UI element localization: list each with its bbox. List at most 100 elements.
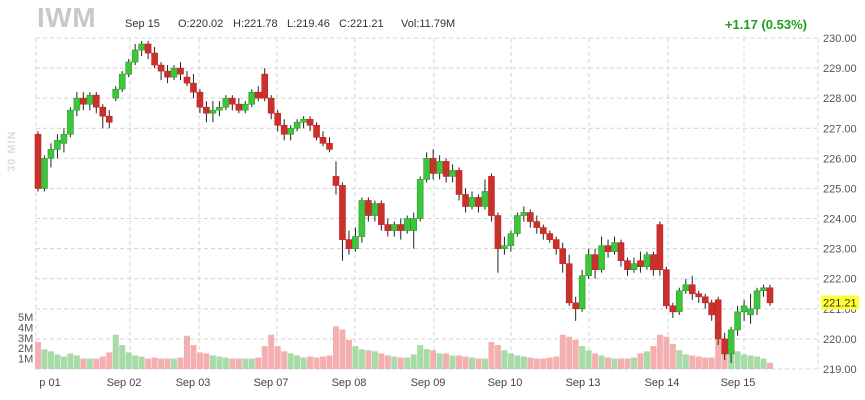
volume-bar (579, 346, 586, 369)
volume-bar (760, 358, 767, 369)
candle-body (507, 233, 515, 246)
x-tick-label: Sep 07 (254, 377, 289, 389)
x-tick-label: p 01 (39, 377, 60, 389)
candle-body (80, 97, 87, 105)
last-price-tag (821, 295, 859, 310)
candle-body (93, 94, 100, 108)
volume-bar (145, 358, 152, 369)
last-price-label: 221.21 (823, 297, 857, 309)
volume-bar (540, 358, 547, 369)
price-change: +1.17 (0.53%) (724, 17, 807, 32)
volume-bar (93, 358, 100, 369)
volume-bar (449, 355, 456, 369)
candle-body (229, 97, 236, 105)
volume-bar (60, 356, 67, 369)
volume-bar (754, 356, 761, 369)
volume-bar (384, 355, 391, 369)
candle-body (611, 242, 618, 252)
candle-body (332, 176, 340, 186)
volume-bar (300, 357, 307, 369)
candle-body (501, 245, 508, 249)
volume-bar (436, 353, 443, 369)
volume-tick-label: 1M (18, 354, 33, 366)
volume-bar (494, 345, 501, 369)
x-tick-label: Sep 15 (721, 377, 756, 389)
candle-body (326, 143, 333, 150)
volume-bar (605, 357, 612, 369)
volume-bar (332, 326, 339, 369)
volume-bar (585, 350, 592, 369)
candle-body (436, 161, 443, 174)
volume-tick-label: 4M (18, 322, 33, 334)
volume-bar (637, 353, 644, 369)
volume-bar (158, 358, 165, 369)
volume-bar (313, 357, 320, 369)
candle-body (267, 97, 275, 114)
y-tick-label: 228.00 (823, 93, 857, 105)
candle-body (358, 200, 366, 237)
candle-body (54, 140, 61, 150)
candle-body (313, 124, 320, 138)
volume-bar (73, 355, 80, 369)
volume-bar (326, 355, 333, 369)
candle-body (527, 212, 534, 222)
volume-bar (242, 358, 249, 369)
volume-bar (112, 334, 119, 369)
y-tick-label: 224.00 (823, 214, 857, 226)
volume-bar (469, 357, 476, 369)
candle-body (203, 106, 210, 114)
candle-body (442, 161, 450, 177)
volume-bar (99, 356, 106, 369)
volume-bar (177, 357, 184, 369)
volume-bar (669, 344, 676, 369)
candle-body (650, 254, 657, 270)
volume-bar (125, 352, 132, 369)
volume-bar (320, 356, 327, 369)
volume-bar (695, 356, 702, 369)
x-tick-label: Sep 08 (332, 377, 367, 389)
candle-body (261, 73, 269, 99)
volume-bar (618, 358, 625, 369)
volume-bar (443, 353, 450, 369)
candle-body (235, 103, 243, 111)
candle-body (248, 91, 256, 105)
candle-body (216, 106, 223, 111)
candle-body (682, 284, 690, 292)
candle-body (241, 103, 249, 111)
volume-bar (281, 351, 288, 369)
candle-body (565, 263, 573, 304)
candle-body (552, 239, 560, 249)
candle-body (390, 224, 398, 231)
candle-body (112, 88, 120, 99)
volume-bar (533, 358, 540, 369)
candle-body (643, 254, 651, 267)
candle-body (734, 311, 741, 331)
candle-body (274, 112, 281, 126)
candle-body (34, 133, 42, 189)
volume-bar (138, 356, 145, 369)
volume-bar (624, 358, 631, 369)
ticker-symbol: IWM (37, 2, 97, 33)
volume-bar (106, 352, 113, 369)
candle-body (604, 245, 612, 252)
candle-body (397, 224, 405, 231)
volume-bar (488, 341, 495, 369)
volume-bar (630, 357, 637, 369)
y-tick-label: 219.00 (823, 364, 857, 376)
volume-bar (171, 358, 178, 369)
candle-body (708, 302, 715, 316)
candle-body (105, 115, 113, 123)
low-value: L:219.46 (287, 18, 330, 30)
volume-bar (183, 335, 190, 369)
volume-bar (520, 356, 527, 369)
candle-body (157, 64, 165, 72)
candle-body (721, 338, 728, 355)
candle-body (177, 67, 184, 75)
candle-body (190, 82, 197, 93)
candle-body (125, 61, 132, 75)
volume-bar (481, 358, 488, 369)
candle-body (164, 70, 171, 78)
volume-bar (507, 353, 514, 369)
volume-bar (47, 351, 54, 369)
